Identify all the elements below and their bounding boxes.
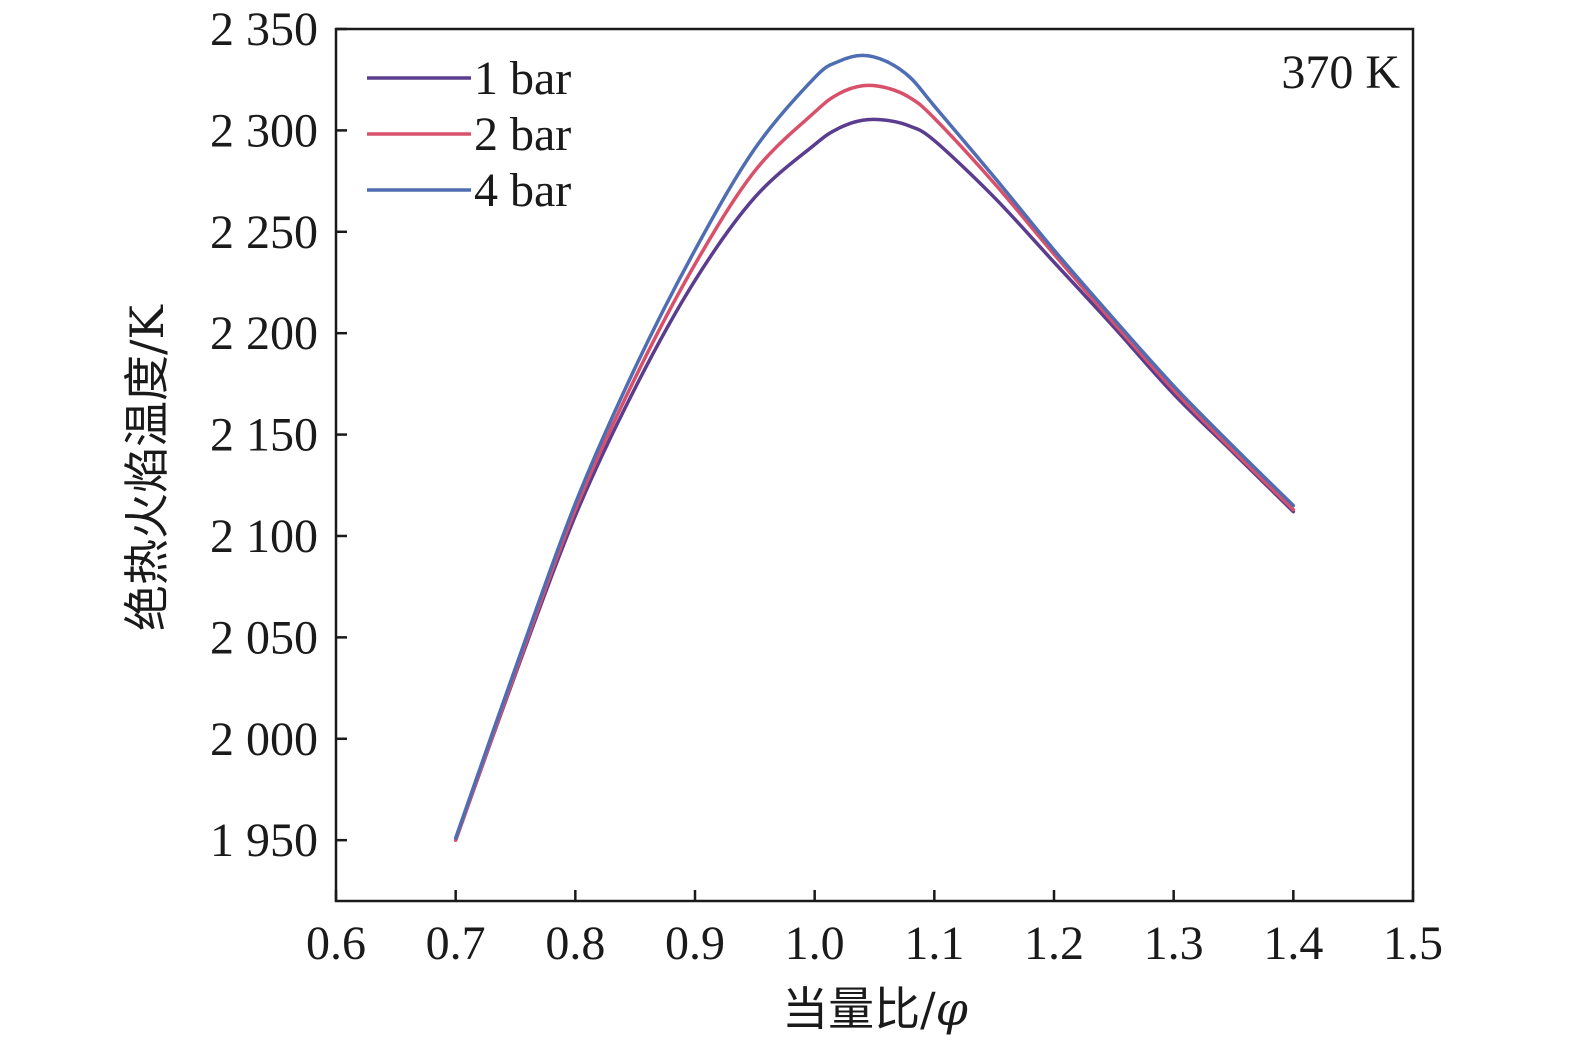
x-tick-label: 1.0 — [785, 917, 845, 970]
y-tick-label: 2 150 — [210, 409, 318, 462]
x-tick-label: 1.1 — [904, 917, 964, 970]
y-tick-label: 2 250 — [210, 206, 318, 259]
x-axis-label: 当量比/φ — [782, 982, 969, 1036]
x-tick-label: 1.2 — [1024, 917, 1084, 970]
y-tick-label: 2 000 — [210, 713, 318, 766]
x-tick-label: 0.9 — [665, 917, 725, 970]
y-tick-label: 2 050 — [210, 611, 318, 664]
y-axis-label: 绝热火焰温度/K — [120, 303, 174, 630]
series-line-3 — [453, 53, 1296, 840]
legend-label: 4 bar — [474, 164, 571, 217]
series-line-2 — [453, 83, 1296, 842]
legend-label: 1 bar — [474, 52, 571, 105]
x-tick-label: 0.8 — [545, 917, 605, 970]
y-tick-label: 2 350 — [210, 3, 318, 56]
x-tick-label: 1.4 — [1263, 917, 1323, 970]
x-tick-label: 0.6 — [306, 917, 366, 970]
condition-annotation: 370 K — [1281, 46, 1400, 99]
x-tick-label: 1.3 — [1144, 917, 1204, 970]
x-tick-label: 0.7 — [426, 917, 486, 970]
y-tick-label: 2 100 — [210, 510, 318, 563]
series-line-1 — [453, 117, 1296, 842]
y-tick-label: 2 200 — [210, 307, 318, 360]
y-tick-label: 2 300 — [210, 104, 318, 157]
axes: 0.6 0.7 0.8 0.9 1.0 1.1 1.2 1.3 1.4 1.5 1 950 2 000… — [210, 3, 1443, 970]
x-tick-label: 1.5 — [1383, 917, 1443, 970]
plot-frame — [334, 27, 1415, 903]
legend-label: 2 bar — [474, 108, 571, 161]
series-lines — [453, 53, 1296, 842]
y-tick-label: 1 950 — [210, 814, 318, 867]
